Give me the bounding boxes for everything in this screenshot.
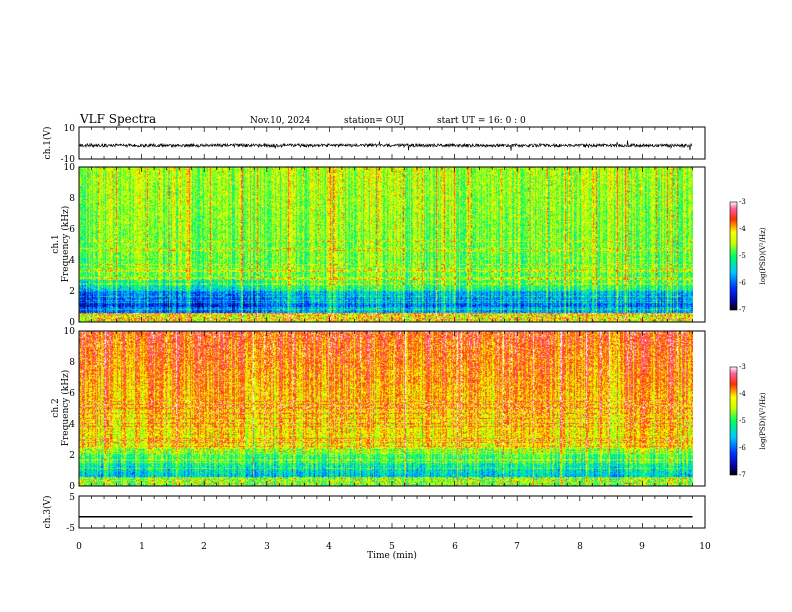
ch2-spectrogram-panel: 0 2 4 6 8 10 ch.2 Frequency (kHz) bbox=[51, 327, 706, 492]
ch3-waveform-panel: 5 -5 ch.3(V) bbox=[42, 493, 706, 534]
ch1-waveform-line bbox=[78, 140, 693, 151]
ch2-spectrogram-image bbox=[79, 331, 693, 486]
ch2-freq-tick: 0 bbox=[69, 482, 75, 492]
time-tick-label: 0 bbox=[76, 542, 82, 552]
ch2-freq-tick: 10 bbox=[64, 327, 76, 337]
ch1-waveform-panel: 10 -10 ch.1(V) bbox=[42, 124, 706, 165]
ch1-colorbar-tick: -4 bbox=[739, 225, 746, 233]
ch1-ytick-label: -10 bbox=[61, 155, 76, 165]
ch2-freq-axis-label: Frequency (kHz) bbox=[60, 370, 71, 447]
ch2-channel-label: ch.2 bbox=[51, 398, 61, 417]
ch1-colorbar-label: log(PSD)(V²/Hz) bbox=[759, 227, 767, 284]
ch2-colorbar-bar bbox=[729, 366, 738, 476]
ch1-freq-tick: 10 bbox=[64, 163, 76, 173]
ch1-colorbar-tick: -6 bbox=[739, 279, 746, 287]
ch1-spectrogram-image bbox=[79, 167, 693, 322]
start-time-label: start UT = 16: 0 : 0 bbox=[437, 116, 526, 126]
time-tick-label: 3 bbox=[264, 542, 270, 552]
time-tick-label: 9 bbox=[639, 542, 645, 552]
ch3-ytick-label: 5 bbox=[69, 493, 75, 503]
time-axis: 0 1 2 3 4 5 6 7 8 9 10 Time (min) bbox=[76, 542, 711, 561]
ch2-freq-tick: 6 bbox=[69, 389, 75, 399]
time-tick-label: 5 bbox=[389, 542, 395, 552]
ch2-colorbar-tick: -6 bbox=[739, 444, 746, 452]
ch1-freq-tick: 6 bbox=[69, 225, 75, 235]
ch2-colorbar-tick: -7 bbox=[739, 471, 746, 479]
time-tick-label: 7 bbox=[514, 542, 520, 552]
ch1-colorbar-tick: -3 bbox=[739, 198, 746, 206]
ch1-colorbar-tick: -7 bbox=[739, 306, 746, 314]
ch2-colorbar-tick: -4 bbox=[739, 390, 746, 398]
ch2-colorbar-tick: -3 bbox=[739, 363, 746, 371]
ch1-freq-tick: 8 bbox=[69, 194, 75, 204]
ch1-colorbar: -3 -4 -5 -6 -7 log(PSD)(V²/Hz) bbox=[729, 198, 767, 314]
station-label: station= OUJ bbox=[344, 116, 404, 126]
ch1-ticks bbox=[78, 127, 706, 159]
ch3-ytick-label: -5 bbox=[66, 524, 75, 534]
time-tick-label: 10 bbox=[699, 542, 711, 552]
ch3-ylabel: ch.3(V) bbox=[42, 496, 53, 529]
time-axis-label: Time (min) bbox=[367, 550, 417, 561]
date-label: Nov.10, 2024 bbox=[250, 116, 311, 126]
ch1-ylabel: ch.1(V) bbox=[42, 127, 53, 160]
ch2-colorbar: -3 -4 -5 -6 -7 log(PSD)(V²/Hz) bbox=[729, 363, 767, 479]
ch1-freq-tick: 0 bbox=[69, 318, 75, 328]
ch1-ytick-label: 10 bbox=[64, 124, 76, 134]
ch2-freq-tick: 4 bbox=[69, 420, 75, 430]
time-tick-label: 6 bbox=[452, 542, 458, 552]
ch3-ticks bbox=[78, 496, 706, 528]
figure-title: VLF Spectra bbox=[79, 112, 156, 126]
time-tick-label: 8 bbox=[577, 542, 583, 552]
ch1-freq-tick: 4 bbox=[69, 256, 75, 266]
ch1-colorbar-bar bbox=[729, 201, 738, 311]
ch2-colorbar-label: log(PSD)(V²/Hz) bbox=[759, 392, 767, 449]
ch1-channel-label: ch.1 bbox=[51, 234, 61, 253]
ch1-freq-tick: 2 bbox=[69, 287, 75, 297]
time-tick-label: 1 bbox=[139, 542, 145, 552]
ch1-spectrogram-panel: 0 2 4 6 8 10 ch.1 Frequency (kHz) bbox=[51, 163, 706, 328]
ch2-colorbar-tick: -5 bbox=[739, 417, 746, 425]
ch1-freq-axis-label: Frequency (kHz) bbox=[60, 206, 71, 283]
ch2-spectrogram-ticks bbox=[78, 331, 706, 486]
time-tick-label: 2 bbox=[201, 542, 207, 552]
ch1-spectrogram-ticks bbox=[78, 167, 706, 322]
ch2-freq-tick: 8 bbox=[69, 358, 75, 368]
ch1-colorbar-tick: -5 bbox=[739, 252, 746, 260]
ch2-freq-tick: 2 bbox=[69, 451, 75, 461]
time-tick-label: 4 bbox=[326, 542, 332, 552]
